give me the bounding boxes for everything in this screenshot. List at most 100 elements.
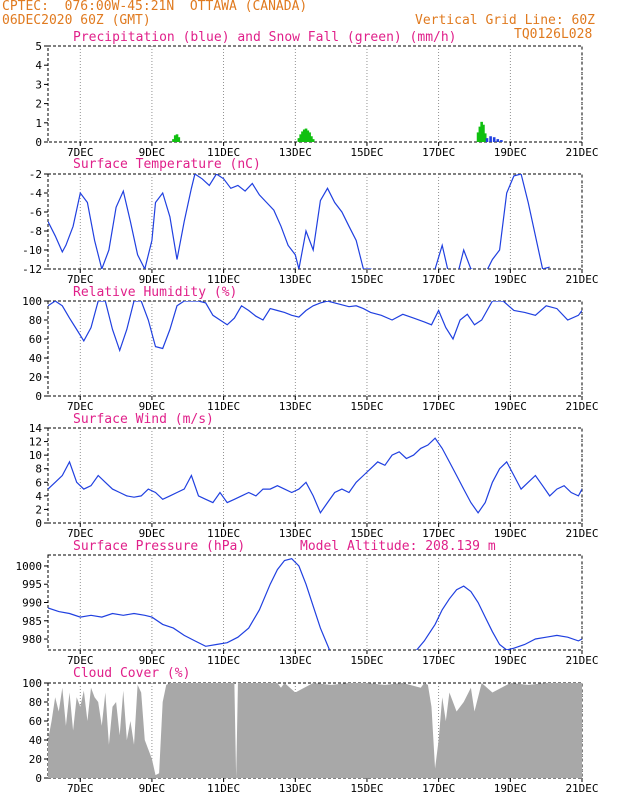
- series-cloud: [48, 683, 582, 778]
- x-tick-label: 17DEC: [422, 654, 455, 667]
- y-tick-label: 20: [29, 371, 42, 384]
- x-tick-label: 15DEC: [350, 400, 383, 413]
- x-tick-label: 9DEC: [139, 146, 166, 159]
- snow-bar: [311, 139, 315, 142]
- x-tick-label: 7DEC: [67, 400, 94, 413]
- y-tick-label: 5: [35, 40, 42, 53]
- x-tick-label: 9DEC: [139, 654, 166, 667]
- series-line-rh: [48, 301, 582, 353]
- snow-bar: [299, 134, 302, 142]
- x-tick-label: 13DEC: [279, 400, 312, 413]
- y-tick-label: 2: [35, 503, 42, 516]
- x-tick-label: 11DEC: [207, 527, 240, 540]
- y-tick-label: -8: [29, 225, 42, 238]
- snow-bar: [302, 129, 306, 142]
- y-tick-label: 80: [29, 314, 42, 327]
- chart-title: Surface Wind (m/s): [73, 412, 214, 427]
- y-tick-label: 0: [35, 517, 42, 530]
- x-tick-label: 15DEC: [350, 654, 383, 667]
- x-tick-label: 17DEC: [422, 400, 455, 413]
- y-tick-label: 4: [35, 490, 42, 503]
- snow-bar: [308, 132, 311, 142]
- y-tick-label: 6: [35, 476, 42, 489]
- x-tick-label: 15DEC: [350, 782, 383, 795]
- x-tick-label: 15DEC: [350, 527, 383, 540]
- chart-title: Precipitation (blue) and Snow Fall (gree…: [73, 30, 457, 45]
- snow-bar: [301, 131, 304, 142]
- series-line-pressure: [48, 558, 582, 650]
- x-tick-label: 19DEC: [494, 654, 527, 667]
- y-tick-label: 980: [22, 633, 42, 646]
- x-tick-label: 21DEC: [565, 273, 598, 286]
- x-tick-label: 7DEC: [67, 273, 94, 286]
- rain-bar: [485, 138, 489, 142]
- rain-bar: [500, 140, 503, 142]
- header-grid-note: Vertical Grid Line: 60Z: [415, 13, 596, 28]
- x-tick-label: 15DEC: [350, 273, 383, 286]
- header-location: CPTEC: 076:00W-45:21N OTTAWA (CANADA): [2, 0, 308, 14]
- x-tick-label: 13DEC: [279, 273, 312, 286]
- series-pressure: [48, 558, 582, 650]
- x-tick-label: 7DEC: [67, 654, 94, 667]
- x-tick-label: 7DEC: [67, 146, 94, 159]
- x-tick-label: 21DEC: [565, 782, 598, 795]
- y-tick-label: 990: [22, 597, 42, 610]
- y-tick-label: 2: [35, 98, 42, 111]
- y-tick-label: 1000: [16, 560, 43, 573]
- snow-bar: [175, 134, 179, 142]
- y-tick-label: -6: [29, 206, 42, 219]
- cloud-area: [48, 683, 582, 778]
- y-tick-label: 995: [22, 578, 42, 591]
- snow-bar: [304, 128, 308, 142]
- x-tick-label: 17DEC: [422, 527, 455, 540]
- header-model-id: TQ0126L028: [514, 27, 593, 42]
- x-tick-label: 19DEC: [494, 273, 527, 286]
- x-tick-label: 17DEC: [422, 273, 455, 286]
- panel-precip: 0 1 2 3 4 5 7DEC 9DEC 11DEC 13DEC 15DEC 17DEC 19DEC 2…: [35, 30, 598, 159]
- snow-bar: [310, 136, 313, 142]
- snow-bar: [173, 135, 177, 142]
- snow-bar: [482, 124, 485, 142]
- x-tick-label: 17DEC: [422, 146, 455, 159]
- plot-frame: [47, 427, 583, 524]
- x-tick-label: 21DEC: [565, 400, 598, 413]
- rain-bar: [492, 137, 496, 142]
- x-tick-label: 13DEC: [279, 782, 312, 795]
- y-tick-label: 1: [35, 117, 42, 130]
- y-tick-label: 0: [35, 772, 42, 785]
- x-tick-label: 11DEC: [207, 782, 240, 795]
- series-line-wind: [48, 437, 582, 515]
- panel-cloud: 0 20 40 60 80 100 7DEC 9DEC 11DEC 13DEC 15DEC 17DEC…: [22, 666, 598, 795]
- plot-frame: [47, 173, 583, 270]
- series-wind: [48, 437, 582, 515]
- x-tick-label: 9DEC: [139, 782, 166, 795]
- series-rh: [48, 301, 582, 353]
- y-tick-label: 60: [29, 333, 42, 346]
- rain-bar: [489, 136, 492, 142]
- x-tick-label: 13DEC: [279, 654, 312, 667]
- snow-bar: [297, 138, 301, 142]
- y-tick-label: -10: [22, 244, 42, 257]
- x-tick-label: 17DEC: [422, 782, 455, 795]
- x-tick-label: 11DEC: [207, 654, 240, 667]
- y-tick-label: 100: [22, 677, 42, 690]
- y-tick-label: 40: [29, 352, 42, 365]
- y-tick-label: 12: [29, 436, 42, 449]
- x-tick-label: 9DEC: [139, 527, 166, 540]
- chart-title: Cloud Cover (%): [73, 666, 190, 681]
- y-tick-label: 100: [22, 295, 42, 308]
- x-tick-label: 21DEC: [565, 146, 598, 159]
- x-tick-label: 19DEC: [494, 400, 527, 413]
- plot-frame: [47, 300, 583, 397]
- snow-bar: [306, 130, 310, 142]
- y-tick-label: 985: [22, 615, 42, 628]
- chart-title: Surface Pressure (hPa): [73, 539, 245, 554]
- y-tick-label: 4: [35, 59, 42, 72]
- y-tick-label: 10: [29, 449, 42, 462]
- y-tick-label: -4: [29, 187, 43, 200]
- y-tick-label: 14: [29, 422, 43, 435]
- series-temp: [48, 174, 550, 269]
- x-tick-label: 7DEC: [67, 527, 94, 540]
- snow-bar: [177, 137, 181, 142]
